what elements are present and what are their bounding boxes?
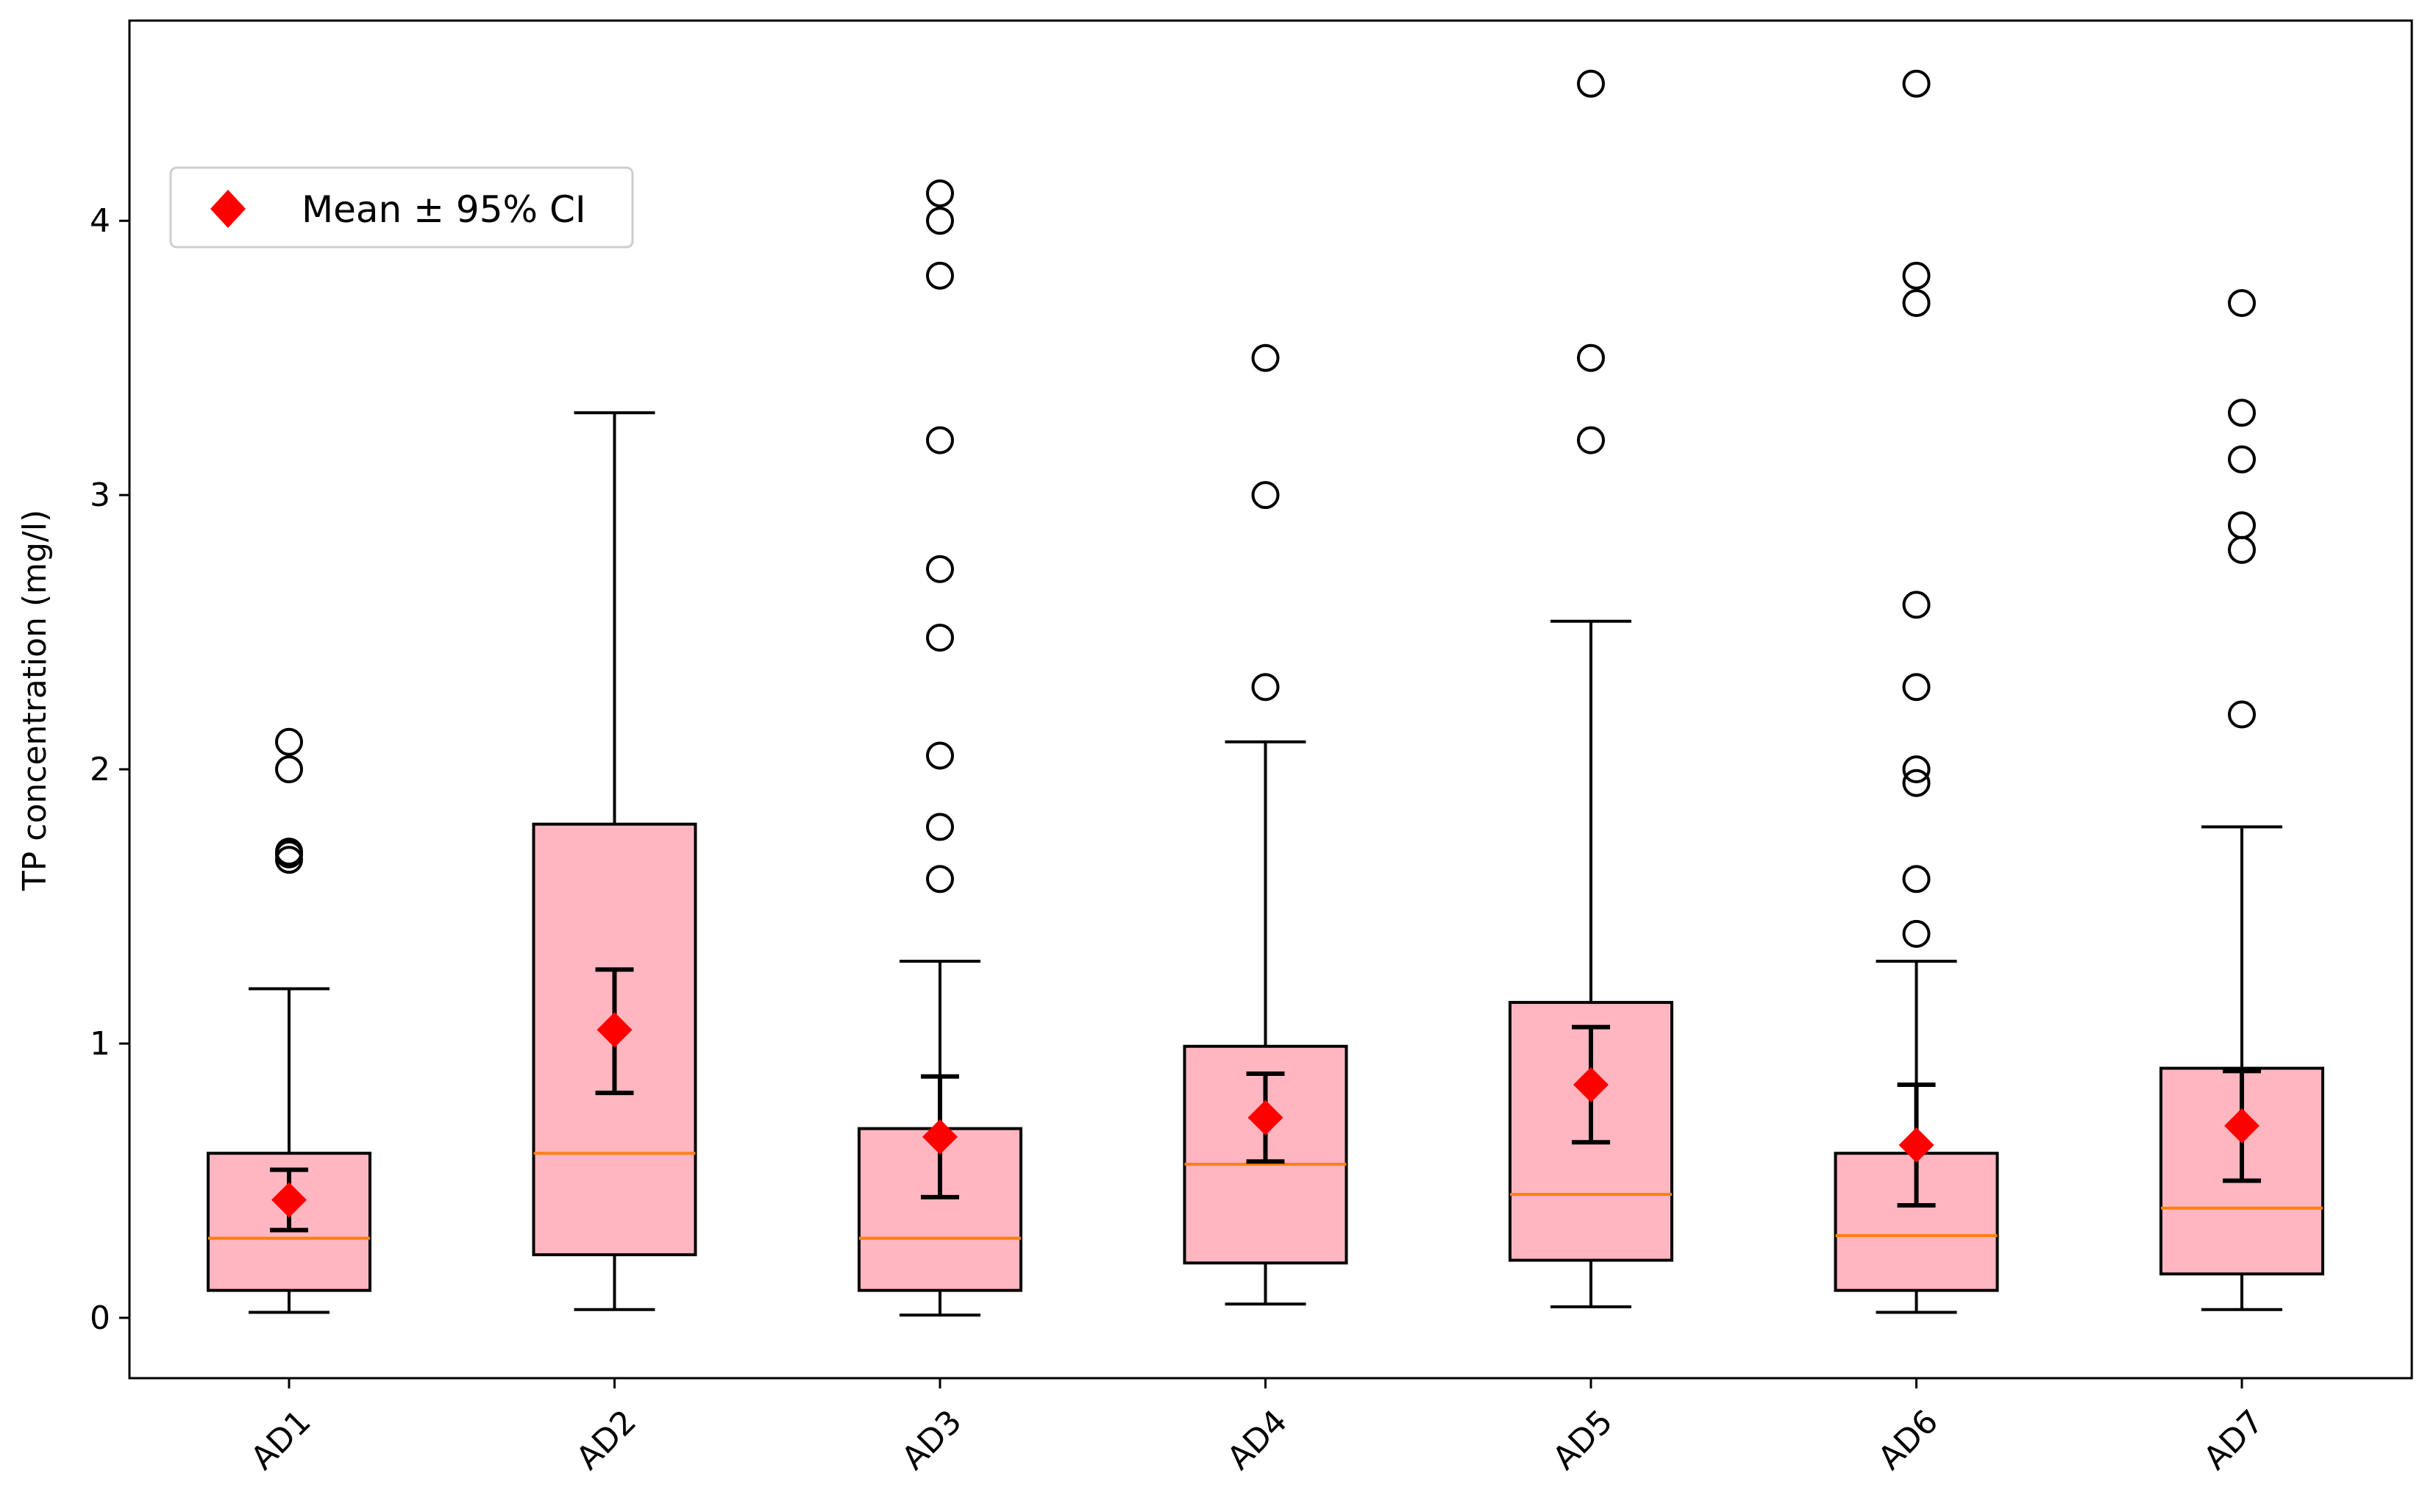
- outlier-point: [275, 755, 303, 784]
- outlier-point: [1577, 343, 1605, 372]
- mean-marker: [1247, 1099, 1283, 1135]
- outlier-point: [1902, 865, 1931, 894]
- outlier-point: [926, 426, 954, 454]
- box-group-ad2: [532, 411, 697, 1311]
- plot-area: [207, 69, 2324, 1317]
- outlier-point: [1902, 673, 1931, 702]
- box-group-ad1: [207, 727, 371, 1314]
- outlier-point: [1902, 289, 1931, 318]
- outlier-point: [1902, 261, 1931, 290]
- outlier-point: [1902, 755, 1931, 784]
- y-tick-label: 3: [90, 477, 110, 514]
- y-axis-label: TP concentration (mg/l): [16, 510, 54, 891]
- outlier-point: [926, 207, 954, 235]
- outlier-point: [926, 554, 954, 583]
- outlier-point: [2228, 511, 2256, 540]
- y-tick-label: 2: [90, 751, 110, 788]
- outlier-point: [926, 813, 954, 841]
- box-group-ad4: [1183, 343, 1348, 1306]
- axes-frame: [128, 19, 2413, 1380]
- outlier-point: [2228, 399, 2256, 427]
- y-axis: 0 1 2 3 4: [90, 202, 129, 1337]
- mean-marker: [1573, 1066, 1609, 1102]
- outlier-point: [926, 261, 954, 290]
- y-tick-label: 1: [90, 1025, 110, 1063]
- outlier-point: [1902, 919, 1931, 948]
- outlier-point: [1251, 343, 1280, 372]
- outlier-point: [1251, 673, 1280, 702]
- outlier-point: [926, 865, 954, 894]
- box-group-ad6: [1834, 69, 1999, 1314]
- outlier-point: [926, 741, 954, 770]
- outlier-point: [1251, 481, 1280, 510]
- legend-frame: [169, 166, 634, 249]
- outlier-point: [2228, 289, 2256, 318]
- outlier-point: [2228, 445, 2256, 474]
- outlier-point: [1577, 69, 1605, 98]
- outlier-point: [1902, 769, 1931, 797]
- legend-label: Mean ± 95% CI: [302, 188, 586, 231]
- mean-marker: [271, 1182, 307, 1218]
- outlier-point: [2228, 700, 2256, 729]
- box-group-ad5: [1509, 69, 1673, 1309]
- mean-marker: [922, 1119, 958, 1155]
- box-group-ad3: [858, 179, 1022, 1317]
- legend-mean-marker-icon: [210, 190, 246, 228]
- mean-marker: [1898, 1127, 1934, 1163]
- box-group-ad7: [2159, 289, 2324, 1311]
- outlier-point: [926, 624, 954, 652]
- outlier-point: [1902, 69, 1931, 98]
- legend: Mean ± 95% CI: [169, 166, 634, 249]
- outlier-point: [1577, 426, 1605, 454]
- outlier-point: [1902, 591, 1931, 619]
- outlier-point: [275, 727, 303, 756]
- outlier-point: [275, 837, 303, 866]
- outlier-point: [926, 179, 954, 207]
- mean-marker: [597, 1012, 633, 1048]
- mean-marker: [2224, 1108, 2260, 1144]
- y-tick-label: 0: [90, 1299, 110, 1337]
- y-tick-label: 4: [90, 202, 110, 240]
